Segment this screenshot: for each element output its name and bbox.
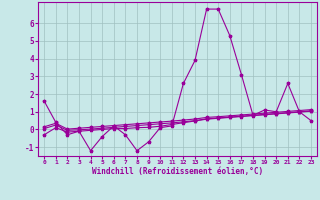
X-axis label: Windchill (Refroidissement éolien,°C): Windchill (Refroidissement éolien,°C) xyxy=(92,167,263,176)
